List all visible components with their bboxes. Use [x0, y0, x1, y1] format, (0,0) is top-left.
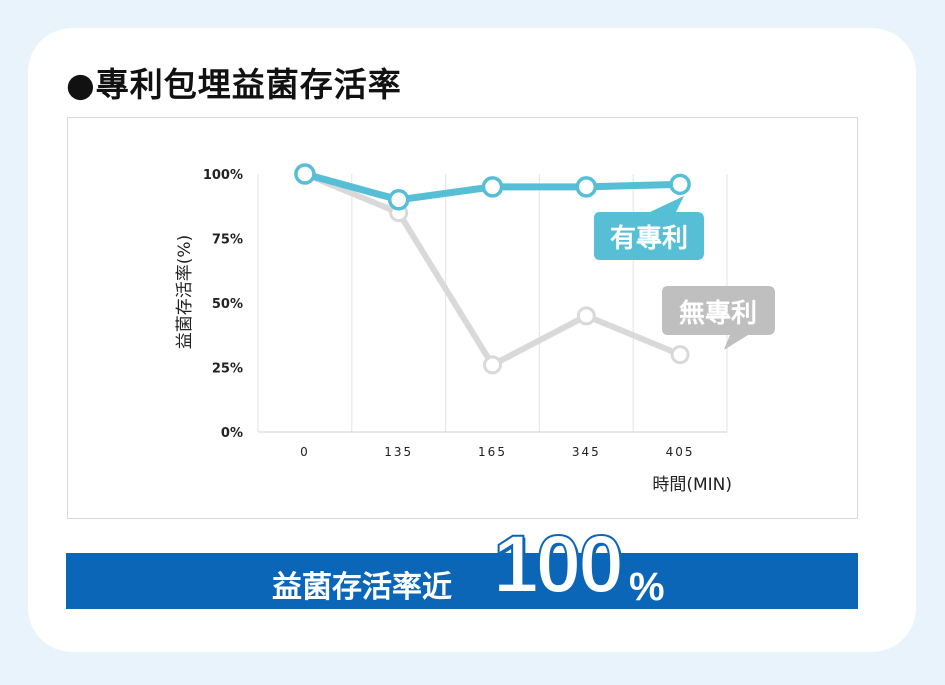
x-tick-label: 405 [666, 445, 695, 459]
callout-bubble-without-patent [662, 286, 775, 350]
x-tick-label: 165 [478, 445, 507, 459]
y-axis-ticks: 0% 25% 50% 75% 100% [203, 168, 243, 441]
x-tick-label: 345 [572, 445, 601, 459]
data-point [575, 176, 598, 198]
y-tick-label: 75% [212, 233, 243, 248]
data-point [294, 163, 316, 185]
page-title: ●專利包埋益菌存活率 [66, 65, 402, 104]
banner-number: 100 [492, 519, 625, 610]
x-axis-label: 時間(MIN) [652, 475, 732, 495]
data-point [483, 355, 502, 375]
y-tick-label: 25% [212, 362, 243, 377]
series-label-with-patent: 有專利 [610, 224, 688, 254]
series-label-without-patent: 無專利 [679, 299, 757, 329]
y-axis-label: 益菌存活率(%) [175, 235, 195, 349]
x-tick-label: 135 [384, 445, 413, 459]
data-point [481, 176, 504, 198]
data-point [576, 306, 596, 326]
banner-text: 益菌存活率近 [272, 571, 452, 604]
data-point [387, 189, 410, 211]
y-tick-label: 0% [221, 426, 243, 441]
data-point [669, 173, 691, 196]
data-point [670, 345, 690, 365]
series-line [303, 171, 682, 368]
y-tick-label: 50% [212, 297, 243, 312]
callout-bubble-with-patent [594, 196, 704, 260]
x-axis-ticks: 0 135 165 345 405 [300, 445, 695, 459]
chart-series [294, 163, 691, 375]
x-tick-label: 0 [300, 445, 310, 459]
chart-grid [257, 174, 728, 433]
y-tick-label: 100% [203, 168, 243, 183]
summary-banner [66, 553, 858, 609]
banner-unit: % [629, 565, 665, 609]
